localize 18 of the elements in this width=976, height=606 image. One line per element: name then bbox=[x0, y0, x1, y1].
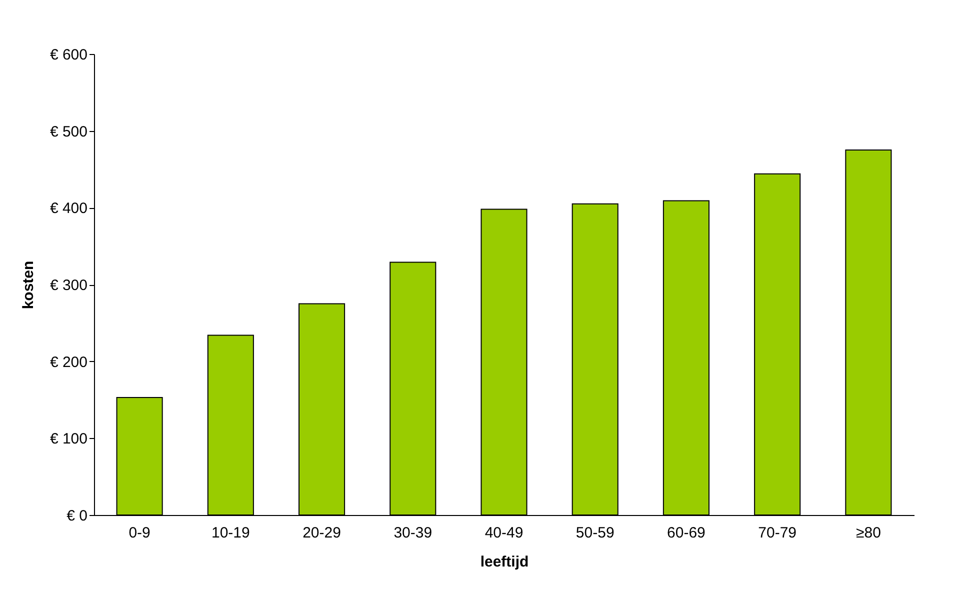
x-tick-label: 40-49 bbox=[484, 524, 524, 542]
x-tick-label: 70-79 bbox=[758, 524, 797, 542]
y-tick-label: € 400 bbox=[50, 200, 88, 218]
x-tick-label: 50-59 bbox=[576, 524, 614, 542]
x-tick-label: 30-39 bbox=[394, 524, 432, 542]
y-axis-title: kosten bbox=[20, 260, 37, 310]
y-tick-label: € 500 bbox=[50, 123, 88, 140]
x-tick-label: 0-9 bbox=[128, 524, 150, 542]
y-tick-label: € 200 bbox=[50, 354, 88, 371]
x-tick-label: 60-69 bbox=[667, 524, 706, 542]
x-tick-label: 20-29 bbox=[302, 524, 341, 542]
y-tick-label: € 100 bbox=[50, 430, 88, 448]
y-tick-label: € 600 bbox=[50, 46, 88, 64]
x-tick-label: ≥80 bbox=[856, 524, 881, 542]
y-tick-label: € 300 bbox=[50, 277, 88, 294]
x-tick-label: 10-19 bbox=[211, 524, 250, 542]
x-axis-title: leeftijd bbox=[480, 554, 529, 570]
y-tick-label: € 0 bbox=[66, 508, 88, 524]
